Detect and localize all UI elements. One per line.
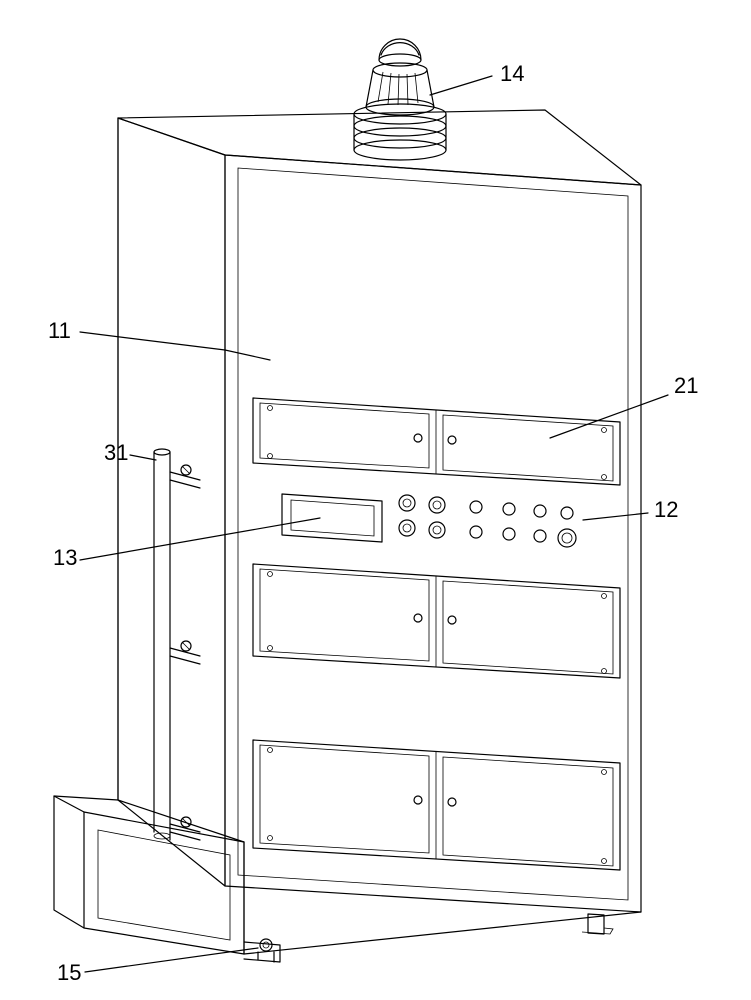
motor-assembly: [354, 39, 446, 160]
lower-door: [253, 740, 620, 870]
leader-13: [80, 518, 320, 560]
label-15: 15: [57, 960, 81, 985]
leader-14: [430, 76, 492, 95]
base-tank: [54, 796, 244, 954]
leader-15: [85, 948, 258, 972]
label-12: 12: [654, 497, 678, 522]
control-panel: [282, 494, 576, 547]
leader-12: [583, 513, 648, 520]
display-screen: [282, 494, 382, 542]
water-pipe: [154, 449, 200, 840]
control-knobs: [399, 495, 576, 547]
cabinet-body: [118, 110, 641, 912]
label-14: 14: [500, 61, 524, 86]
technical-drawing: 14 11 21 31 12 13 15: [0, 0, 751, 1000]
leader-31: [130, 455, 156, 460]
label-31: 31: [104, 440, 128, 465]
leader-21: [550, 395, 668, 438]
label-11: 11: [48, 318, 71, 343]
label-13: 13: [53, 545, 77, 570]
upper-door: [253, 398, 620, 485]
leader-11: [80, 332, 270, 360]
middle-door: [253, 564, 620, 678]
callouts: 14 11 21 31 12 13 15: [48, 61, 698, 985]
label-21: 21: [674, 373, 698, 398]
